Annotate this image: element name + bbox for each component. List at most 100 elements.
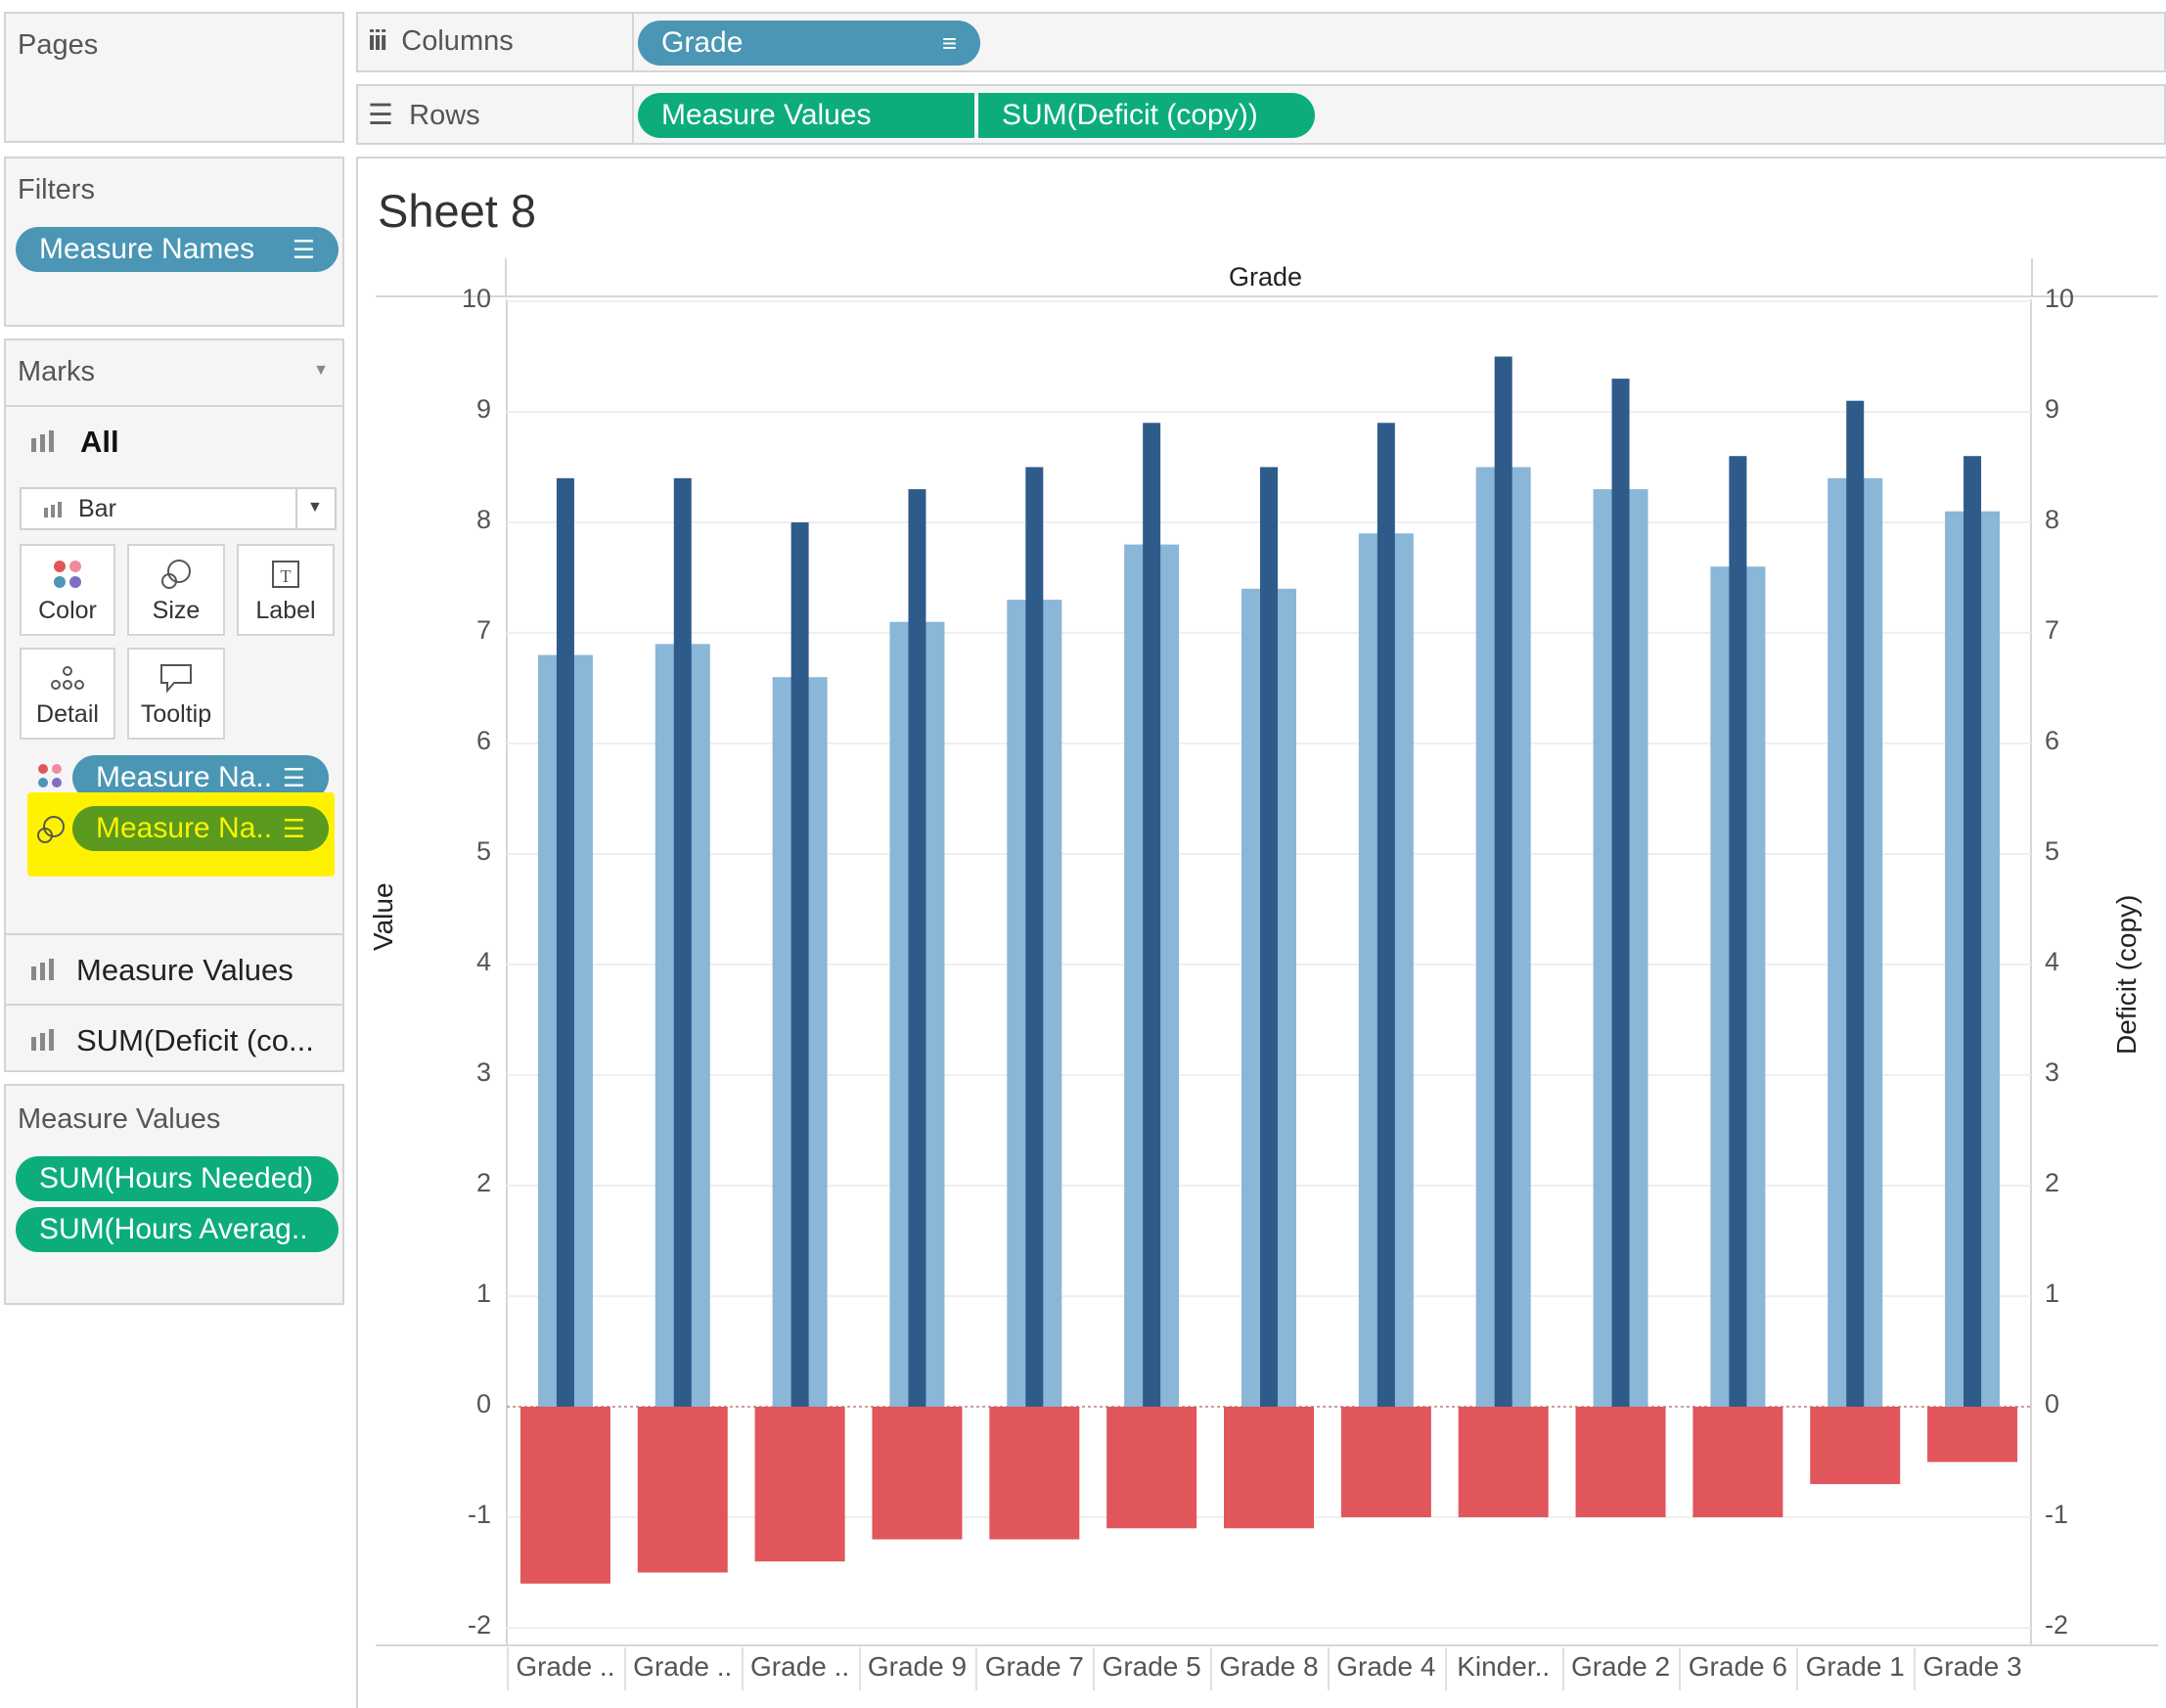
y-tick-label: 3 xyxy=(475,1057,491,1087)
columns-pill-label: Grade xyxy=(661,26,744,59)
tooltip-card[interactable]: Tooltip xyxy=(127,648,225,740)
pages-panel: Pages xyxy=(4,12,344,143)
size-pill-measure-names[interactable]: Measure Na.. ☰ xyxy=(72,806,329,851)
x-label-divider xyxy=(1914,1647,1917,1690)
bar-deficit[interactable] xyxy=(1692,1407,1783,1517)
bar-hours-needed[interactable] xyxy=(1260,467,1278,1408)
bar-hours-needed[interactable] xyxy=(908,489,926,1408)
marks-all-label: All xyxy=(80,425,119,459)
size-card[interactable]: Size xyxy=(127,544,225,636)
measure-values-title: Measure Values xyxy=(18,1103,221,1135)
columns-shelf[interactable]: iii Columns Grade ≡ xyxy=(356,12,2166,72)
rows-label-text: Rows xyxy=(409,100,480,131)
x-label-divider xyxy=(507,1647,509,1690)
marks-deficit-row[interactable]: SUM(Deficit (co... xyxy=(6,1004,342,1074)
marks-row-measure-values: Measure Values xyxy=(76,953,293,987)
bar-hours-needed[interactable] xyxy=(673,477,692,1407)
filter-pill-measure-names[interactable]: Measure Names ☰ xyxy=(16,227,338,272)
chevron-down-icon: ▼ xyxy=(307,499,323,516)
list-icon: ☰ xyxy=(282,814,305,843)
x-tick-label: Grade 4 xyxy=(1336,1651,1436,1682)
color-card[interactable]: Color xyxy=(20,544,115,636)
rows-pill-measure-values[interactable]: Measure Values xyxy=(638,93,974,138)
measure-pill-hours-needed[interactable]: SUM(Hours Needed) xyxy=(16,1156,338,1201)
y2-tick-label: -1 xyxy=(2045,1500,2069,1529)
sheet-title: Sheet 8 xyxy=(378,185,537,237)
x-tick-label: Grade 6 xyxy=(1688,1651,1787,1682)
filter-pill-label: Measure Names xyxy=(39,233,255,265)
marks-menu-chevron-icon[interactable]: ▼ xyxy=(313,362,329,379)
bar-deficit[interactable] xyxy=(1340,1407,1431,1517)
size-card-label: Size xyxy=(152,597,201,624)
color-card-label: Color xyxy=(38,597,97,624)
columns-label-text: Columns xyxy=(401,25,514,57)
x-label-divider xyxy=(1444,1647,1447,1690)
sheet-view xyxy=(356,157,2166,1708)
bar-hours-needed[interactable] xyxy=(1963,456,1982,1407)
sort-icon: ≡ xyxy=(941,28,957,58)
filters-title: Filters xyxy=(18,174,95,205)
x-label-divider xyxy=(858,1647,861,1690)
pages-title: Pages xyxy=(18,29,99,61)
label-card[interactable]: T Label xyxy=(237,544,335,636)
grade-header: Grade xyxy=(1229,262,1303,292)
y-tick-label: 4 xyxy=(475,947,491,976)
bar-deficit[interactable] xyxy=(754,1407,845,1562)
measure-pill-hours-average[interactable]: SUM(Hours Averag.. xyxy=(16,1207,338,1252)
bar-deficit[interactable] xyxy=(1458,1407,1549,1517)
marks-all-row[interactable]: All xyxy=(6,405,342,475)
color-icon xyxy=(54,561,81,588)
label-icon: T xyxy=(272,561,299,588)
tooltip-card-label: Tooltip xyxy=(140,700,212,728)
bar-hours-needed[interactable] xyxy=(1611,379,1630,1408)
y2-tick-label: 4 xyxy=(2045,947,2060,976)
bar-deficit[interactable] xyxy=(1810,1407,1901,1485)
marks-measure-values-row[interactable]: Measure Values xyxy=(6,933,342,1004)
bar-hours-needed[interactable] xyxy=(1025,467,1044,1408)
bar-deficit[interactable] xyxy=(1106,1407,1197,1529)
marks-panel: Marks ▼ All Bar ▼ Color Size T Label Det… xyxy=(4,338,344,1072)
bar-hours-needed[interactable] xyxy=(1846,400,1865,1408)
bar-deficit[interactable] xyxy=(1927,1407,2018,1462)
mark-type-dropdown[interactable]: Bar ▼ xyxy=(20,487,337,530)
dropdown-divider xyxy=(295,489,297,528)
bar-hours-needed[interactable] xyxy=(556,477,574,1407)
shelf-divider xyxy=(632,14,634,70)
size-encoding-icon xyxy=(37,816,65,843)
y-tick-label: 5 xyxy=(475,836,491,866)
bar-deficit[interactable] xyxy=(637,1407,728,1573)
measure-values-panel: Measure Values SUM(Hours Needed) SUM(Hou… xyxy=(4,1084,344,1305)
y-tick-label: 2 xyxy=(475,1168,491,1197)
bar-hours-needed[interactable] xyxy=(1143,423,1161,1407)
rows-pill-deficit[interactable]: SUM(Deficit (copy)) xyxy=(978,93,1315,138)
columns-pill-grade[interactable]: Grade ≡ xyxy=(638,21,980,66)
bar-hours-needed[interactable] xyxy=(1494,356,1512,1408)
x-label-divider xyxy=(975,1647,978,1690)
bar-chart-icon xyxy=(31,959,54,980)
x-tick-label: Grade 5 xyxy=(1102,1651,1201,1682)
bar-deficit[interactable] xyxy=(1224,1407,1314,1529)
x-tick-label: Grade 2 xyxy=(1570,1651,1671,1682)
bar-deficit[interactable] xyxy=(519,1407,610,1584)
bar-deficit[interactable] xyxy=(872,1407,963,1540)
bar-hours-needed[interactable] xyxy=(1376,423,1395,1407)
y-tick-label: 0 xyxy=(475,1389,491,1418)
bar-hours-needed[interactable] xyxy=(1729,456,1747,1407)
filters-panel: Filters Measure Names ☰ xyxy=(4,157,344,327)
bar-hours-needed[interactable] xyxy=(790,522,809,1407)
y-tick-label: 10 xyxy=(461,284,491,313)
y2-tick-label: -2 xyxy=(2045,1610,2069,1640)
x-tick-label: Grade 9 xyxy=(867,1651,968,1682)
bar-deficit[interactable] xyxy=(989,1407,1080,1540)
x-label-divider xyxy=(1796,1647,1799,1690)
bar-deficit[interactable] xyxy=(1575,1407,1666,1517)
color-pill-label: Measure Na.. xyxy=(96,761,273,793)
x-tick-label: Kinder.. xyxy=(1457,1651,1551,1682)
rows-shelf[interactable]: ☰ Rows Measure Values SUM(Deficit (copy)… xyxy=(356,84,2166,145)
measure-pill-label: SUM(Hours Averag.. xyxy=(39,1213,308,1245)
detail-card[interactable]: Detail xyxy=(20,648,115,740)
bar-chart-icon xyxy=(31,430,54,452)
list-icon: ☰ xyxy=(282,763,305,792)
y2-tick-label: 6 xyxy=(2045,726,2060,755)
